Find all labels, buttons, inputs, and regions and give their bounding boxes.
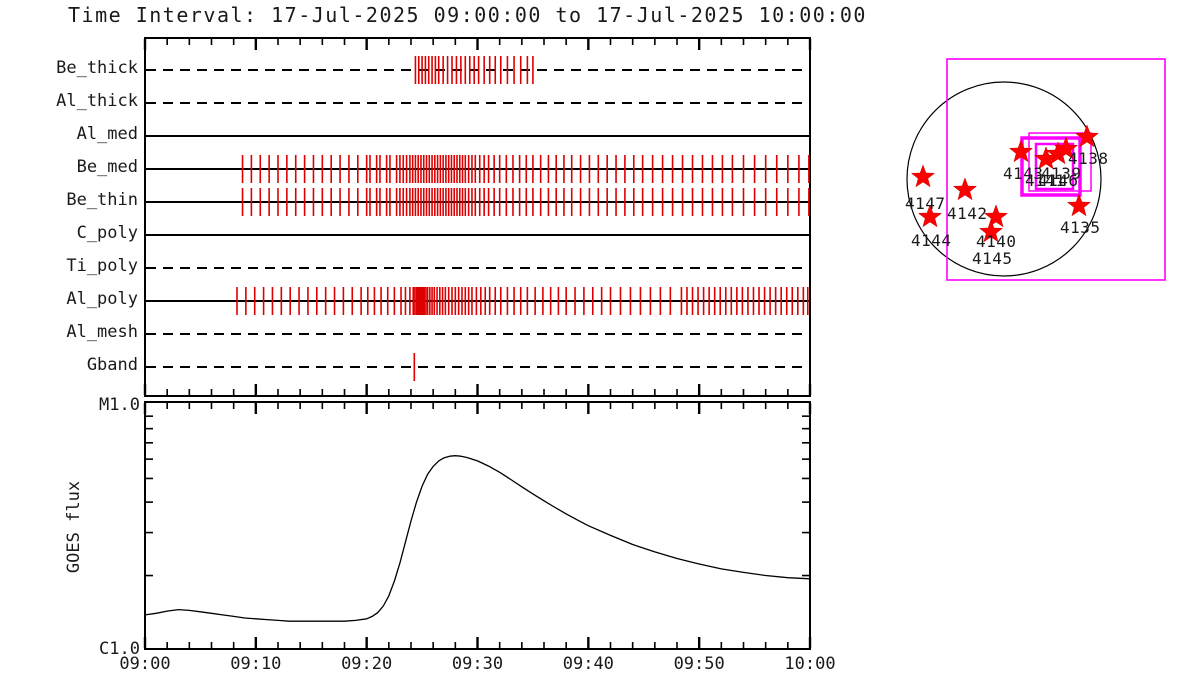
ar-star-4145	[978, 219, 1004, 243]
solar-disk-limb	[906, 81, 1102, 277]
xrt-fov-box-1	[1020, 136, 1082, 197]
ar-star-4140	[983, 204, 1009, 228]
ar-star-4143	[1008, 139, 1034, 163]
filter-label-c_poly: C_poly	[76, 223, 138, 243]
goes-y-axis-label: GOES flux	[64, 480, 84, 574]
goes-ytick-bottom: C1.0	[99, 639, 140, 659]
filter-label-be_thick: Be_thick	[56, 58, 138, 78]
filter-label-al_med: Al_med	[76, 124, 138, 144]
ar-label-4147: 4147	[905, 194, 946, 213]
filter-label-gband: Gband	[86, 355, 138, 375]
ar-star-4146	[1053, 136, 1079, 160]
ar-label-4143: 4143	[1003, 164, 1044, 183]
ar-label-4140: 4140	[976, 232, 1017, 251]
x-axis-label-0900: 09:00	[119, 654, 171, 674]
ar-label-4138: 4138	[1068, 149, 1109, 168]
ar-label-4145: 4145	[972, 249, 1013, 268]
ar-label-4146: 4146	[1038, 171, 1079, 190]
page-title: Time Interval: 17-Jul-2025 09:00:00 to 1…	[68, 3, 867, 27]
goes-panel-border	[144, 401, 811, 650]
ar-label-4139: 4139	[1041, 164, 1082, 183]
goes-ytick-top: M1.0	[99, 395, 140, 415]
x-axis-label-1000: 10:00	[784, 654, 836, 674]
ar-label-4144: 4144	[911, 231, 952, 250]
ar-star-4141	[1033, 146, 1059, 170]
ar-star-4135	[1066, 193, 1092, 217]
ar-star-4142	[952, 177, 978, 201]
xrt-fov-box-2	[1028, 132, 1092, 192]
filter-label-al_thick: Al_thick	[56, 91, 138, 111]
goes-flux-curve	[144, 455, 811, 622]
filter-label-ti_poly: Ti_poly	[66, 256, 138, 276]
x-axis-label-0930: 09:30	[451, 654, 504, 674]
ar-label-4141: 4141	[1025, 171, 1066, 190]
filter-label-be_med: Be_med	[76, 157, 138, 177]
ar-star-4147	[910, 164, 936, 188]
timeline-panel-border	[144, 37, 811, 397]
ar-star-4138	[1074, 124, 1100, 148]
x-axis-label-0950: 09:50	[673, 654, 725, 674]
filter-label-al_mesh: Al_mesh	[66, 322, 138, 342]
x-axis-label-0940: 09:40	[562, 654, 614, 674]
filter-label-be_thin: Be_thin	[66, 190, 138, 210]
outer-fov-box	[946, 58, 1166, 281]
ar-label-4135: 4135	[1060, 218, 1101, 237]
xrt-fov-box-3	[1034, 142, 1075, 191]
x-axis-label-0920: 09:20	[341, 654, 393, 674]
ar-label-4142: 4142	[947, 204, 988, 223]
x-axis-label-0910: 09:10	[230, 654, 282, 674]
filter-label-al_poly: Al_poly	[66, 289, 138, 309]
ar-star-4144	[917, 204, 943, 228]
